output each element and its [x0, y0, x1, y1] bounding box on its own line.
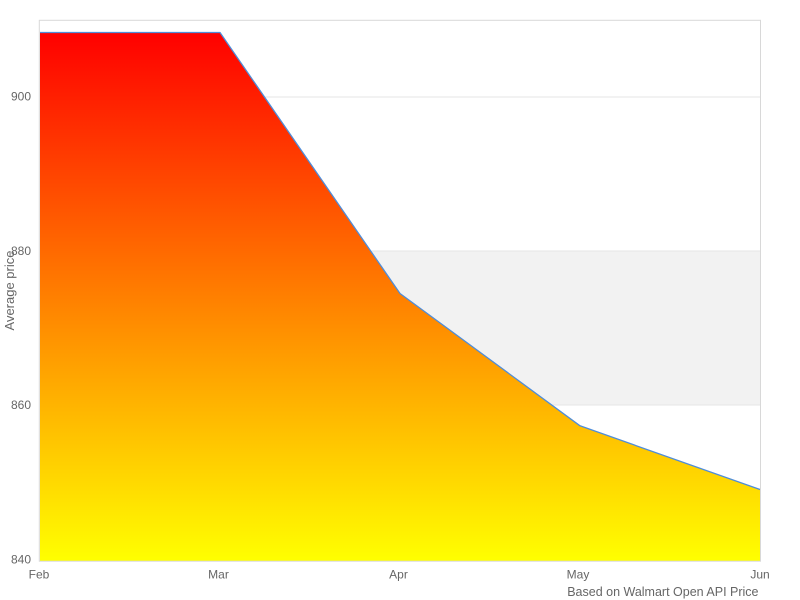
svg-text:900: 900 [11, 90, 31, 104]
svg-text:Jun: Jun [750, 568, 769, 582]
svg-text:Based on Walmart Open API Pric: Based on Walmart Open API Price [567, 585, 758, 599]
svg-text:860: 860 [11, 398, 31, 412]
svg-text:880: 880 [11, 244, 31, 258]
svg-text:May: May [567, 568, 590, 582]
svg-text:Average price: Average price [2, 251, 17, 331]
svg-text:Apr: Apr [389, 568, 408, 582]
svg-text:Feb: Feb [29, 568, 50, 582]
svg-text:840: 840 [11, 553, 31, 567]
svg-text:Mar: Mar [208, 568, 229, 582]
